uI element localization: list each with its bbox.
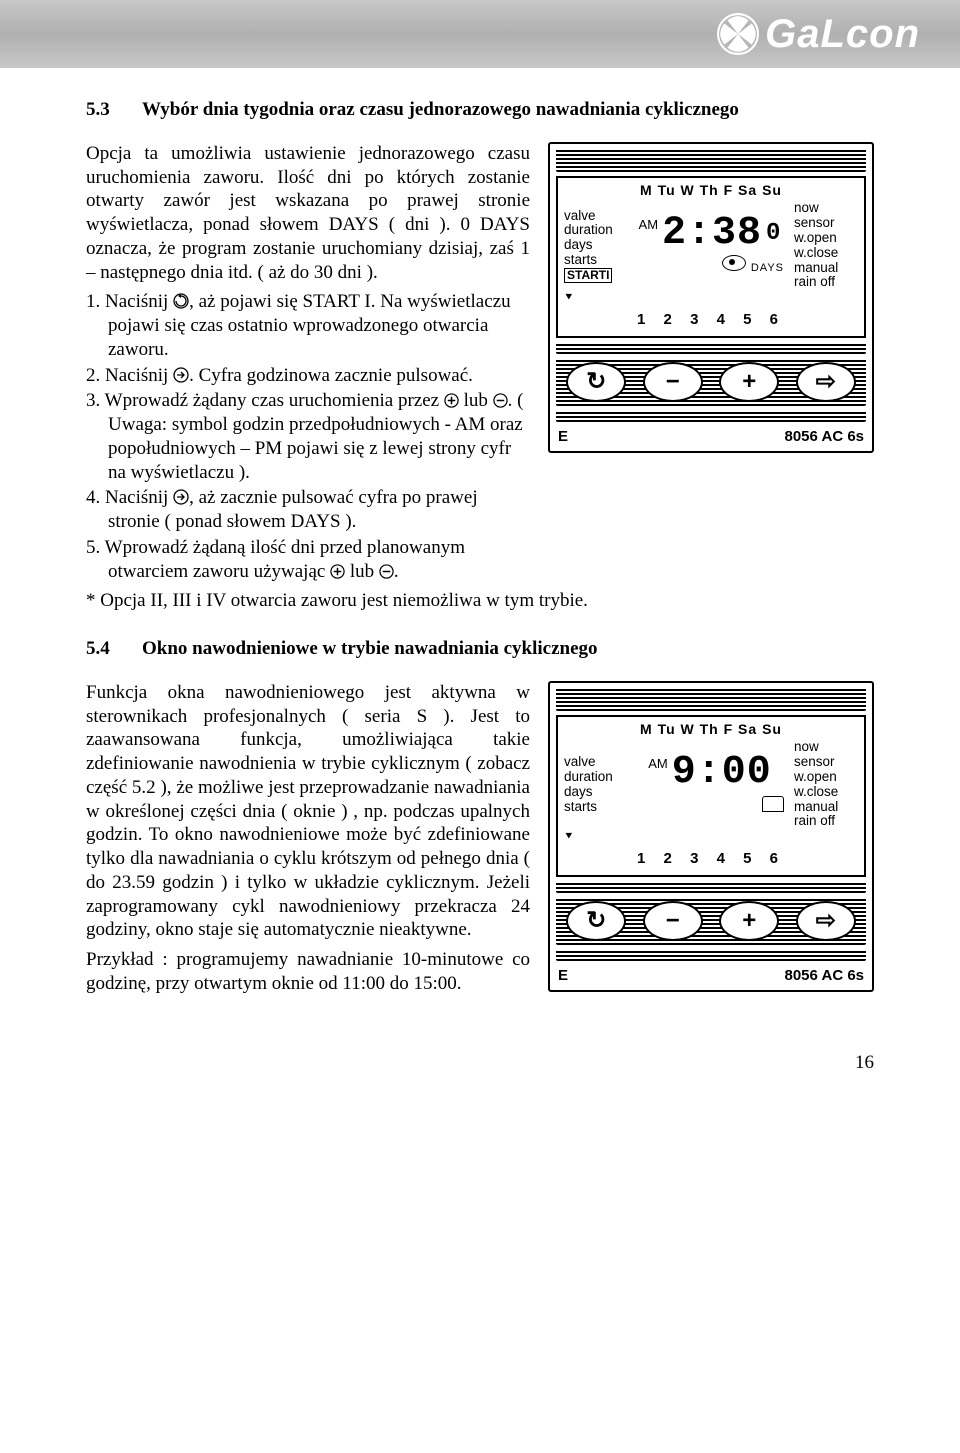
page-content: 5.3 Wybór dnia tygodnia oraz czasu jedno… xyxy=(0,68,960,1022)
device-stripes-bot xyxy=(556,410,866,422)
page-number: 16 xyxy=(0,1022,960,1104)
lcd-left-labels: valve duration days starts xyxy=(564,755,626,814)
lcd-time: AM 9:00 xyxy=(626,753,794,817)
minus-button[interactable]: − xyxy=(643,901,703,941)
step-3: 3. Wprowadź żądany czas uruchomienia prz… xyxy=(86,389,530,484)
step-5: 5. Wprowadź żądaną ilość dni przed plano… xyxy=(86,536,530,584)
step-2: 2. Naciśnij . Cyfra godzinowa zacznie pu… xyxy=(86,364,530,388)
lcd-right-labels: now sensor w.open w.close manual rain of… xyxy=(794,201,858,290)
device-stripes-bot xyxy=(556,949,866,961)
step-1: 1. Naciśnij , aż pojawi się START I. Na … xyxy=(86,290,530,361)
days-digit: 0 xyxy=(766,220,781,247)
model-right: 8056 AC 6s xyxy=(785,428,865,447)
enter-button[interactable]: ⇨ xyxy=(796,362,856,402)
section-5-4-number: 5.4 xyxy=(86,637,142,661)
am-label: AM xyxy=(648,756,668,771)
device-stripes-top xyxy=(556,148,866,172)
header-bar: GaLcon xyxy=(0,0,960,68)
minus-button[interactable]: − xyxy=(643,362,703,402)
lcd-right-labels: now sensor w.open w.close manual rain of… xyxy=(794,740,858,829)
enter-icon xyxy=(173,367,189,383)
brand-fan-icon xyxy=(717,13,759,55)
am-label: AM xyxy=(639,217,659,232)
lcd-time: AM2:380 DAYS xyxy=(626,214,794,278)
start-label: STARTI xyxy=(564,268,612,283)
section-5-3-title: Wybór dnia tygodnia oraz czasu jednorazo… xyxy=(142,98,739,122)
lcd-1: M Tu W Th F Sa Su valve duration days st… xyxy=(556,176,866,338)
device-panel-2: M Tu W Th F Sa Su valve duration days st… xyxy=(548,681,874,992)
section-5-4-example: Przykład : programujemy nawadnianie 10-m… xyxy=(86,948,530,996)
plus-button[interactable]: + xyxy=(719,362,779,402)
model-row: E 8056 AC 6s xyxy=(550,426,872,451)
model-left: E xyxy=(558,428,568,447)
model-right: 8056 AC 6s xyxy=(785,967,865,986)
section-5-4-title: Okno nawodnieniowe w trybie nawadniania … xyxy=(142,637,598,661)
brand-name: GaLcon xyxy=(765,12,920,57)
minus-icon xyxy=(379,564,394,579)
lcd-left-labels: valve duration days starts STARTI xyxy=(564,209,626,284)
lcd-2: M Tu W Th F Sa Su valve duration days st… xyxy=(556,715,866,877)
window-icon xyxy=(762,796,784,812)
eye-icon xyxy=(722,255,746,271)
button-row: ↻ − + ⇨ xyxy=(556,897,866,945)
section-5-3-intro: Opcja ta umożliwia ustawienie jednorazow… xyxy=(86,142,530,285)
time-digits: 9:00 xyxy=(672,750,772,795)
button-row: ↻ − + ⇨ xyxy=(556,358,866,406)
minus-icon xyxy=(493,393,508,408)
step-4: 4. Naciśnij , aż zacznie pulsować cyfra … xyxy=(86,486,530,534)
device-stripes-mid xyxy=(556,342,866,354)
section-5-3-heading: 5.3 Wybór dnia tygodnia oraz czasu jedno… xyxy=(86,98,874,122)
plus-icon xyxy=(330,564,345,579)
section-5-3-footnote: * Opcja II, III i IV otwarcia zaworu jes… xyxy=(86,589,874,613)
cycle-icon xyxy=(173,293,189,309)
model-left: E xyxy=(558,967,568,986)
cycle-button[interactable]: ↻ xyxy=(566,901,626,941)
cycle-button[interactable]: ↻ xyxy=(566,362,626,402)
enter-icon xyxy=(173,489,189,505)
section-5-4-para: Funkcja okna nawodnieniowego jest aktywn… xyxy=(86,681,530,942)
valve-numbers: 1 2 3 4 5 6 xyxy=(564,311,858,330)
arrow-down-icon: ⯆ xyxy=(564,829,858,844)
days-label: DAYS xyxy=(751,262,784,274)
weekday-row: M Tu W Th F Sa Su xyxy=(564,182,858,200)
device-stripes-mid xyxy=(556,881,866,893)
device-panel-1: M Tu W Th F Sa Su valve duration days st… xyxy=(548,142,874,453)
valve-numbers: 1 2 3 4 5 6 xyxy=(564,850,858,869)
section-5-4-heading: 5.4 Okno nawodnieniowe w trybie nawadnia… xyxy=(86,637,874,661)
section-5-3-number: 5.3 xyxy=(86,98,142,122)
plus-button[interactable]: + xyxy=(719,901,779,941)
plus-icon xyxy=(444,393,459,408)
model-row: E 8056 AC 6s xyxy=(550,965,872,990)
weekday-row: M Tu W Th F Sa Su xyxy=(564,721,858,739)
enter-button[interactable]: ⇨ xyxy=(796,901,856,941)
section-5-3-body: Opcja ta umożliwia ustawienie jednorazow… xyxy=(86,142,530,586)
section-5-4-body: Funkcja okna nawodnieniowego jest aktywn… xyxy=(86,681,530,1002)
arrow-down-icon: ⯆ xyxy=(564,290,858,305)
time-digits: 2:38 xyxy=(662,211,762,256)
device-stripes-top xyxy=(556,687,866,711)
